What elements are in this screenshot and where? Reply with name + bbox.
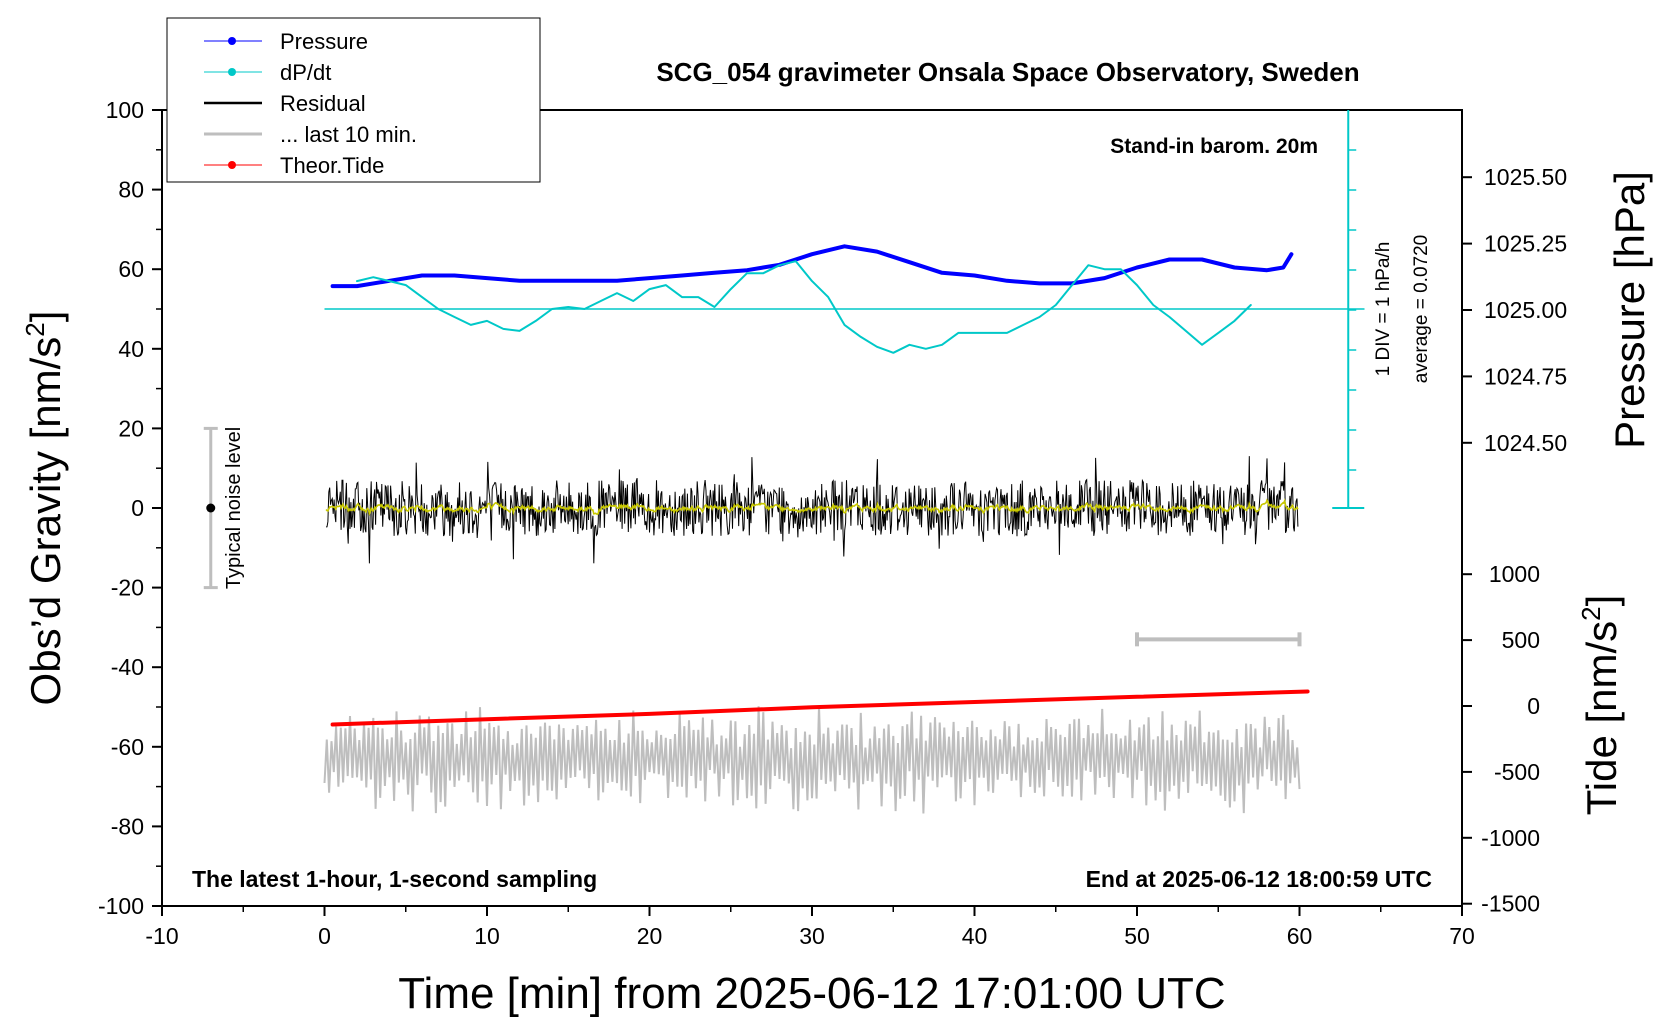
y-axis-label-tide: Tide [nm/s2] — [1576, 595, 1625, 816]
tide-tick-label: -1500 — [1481, 891, 1540, 917]
dpdt-scale-axis — [324, 110, 1365, 509]
x-tick-label: 40 — [962, 923, 988, 949]
pressure-tick-label: 1025.25 — [1484, 231, 1567, 257]
tide-tick-label: -1000 — [1481, 825, 1540, 851]
legend-box — [166, 17, 541, 183]
y-axis-label-pressure: Pressure [hPa] — [1606, 171, 1653, 449]
legend-label: Theor.Tide — [280, 153, 384, 178]
dpdt-average-note: average = 0.0720 — [1411, 235, 1432, 383]
y-tick-label: -40 — [111, 654, 144, 680]
residual-series — [325, 456, 1299, 564]
x-tick-label: 30 — [799, 923, 825, 949]
x-axis-label: Time [min] from 2025-06-12 17:01:00 UTC — [398, 969, 1225, 1018]
y-tick-label: 60 — [118, 256, 144, 282]
y-tick-label: 80 — [118, 177, 144, 203]
y-axis-label-tide-main: Tide [nm/s — [1578, 621, 1625, 816]
legend-label: ... last 10 min. — [280, 122, 417, 147]
residual-smoothed-line — [325, 498, 1299, 517]
y-axis-label-left-end: ] — [22, 311, 69, 323]
y-axis-label-tide-sup: 2 — [1576, 606, 1606, 620]
x-tick-label: 70 — [1449, 923, 1475, 949]
y-axis-label-left: Obs’d Gravity [nm/s2] — [20, 311, 69, 706]
tide-tick-label: 0 — [1527, 693, 1540, 719]
last-10-min-line — [323, 706, 1301, 814]
legend-marker — [228, 68, 236, 76]
x-tick-label: 10 — [474, 923, 500, 949]
last-10-min-series — [323, 706, 1301, 814]
x-tick-labels: -10 0 10 20 30 40 50 60 70 — [145, 923, 1474, 949]
chart-title: SCG_054 gravimeter Onsala Space Observat… — [656, 57, 1359, 87]
legend-marker — [228, 37, 236, 45]
noise-level-bar — [203, 426, 218, 590]
y-tick-label: -60 — [111, 734, 144, 760]
axis-ticks — [152, 109, 1472, 916]
pressure-tick-label: 1025.50 — [1484, 164, 1567, 190]
pressure-tick-label: 1024.50 — [1484, 430, 1567, 456]
pressure-tick-labels: 1024.50 1024.75 1025.00 1025.25 1025.50 — [1484, 164, 1567, 456]
series-theor-tide — [330, 689, 1310, 727]
pressure-tick-label: 1024.75 — [1484, 363, 1567, 389]
tide-tick-label: -500 — [1494, 759, 1540, 785]
legend-label: Pressure — [280, 29, 368, 54]
y-tick-label: 0 — [131, 495, 144, 521]
legend-entries: Pressure dP/dt Residual ... last 10 min. The… — [204, 29, 417, 178]
last-10-min-bar — [1135, 632, 1302, 647]
y-axis-label-left-sup: 2 — [20, 322, 50, 336]
y-tick-label: 20 — [118, 415, 144, 441]
y-tick-label: -80 — [111, 813, 144, 839]
x-tick-label: 60 — [1287, 923, 1313, 949]
legend-label: Residual — [280, 91, 366, 116]
residual-line — [325, 456, 1299, 564]
y-axis-label-left-main: Obs’d Gravity [nm/s — [22, 337, 69, 706]
noise-bar-dot — [206, 503, 216, 513]
series-dp-dt — [356, 260, 1252, 354]
x-tick-label: 50 — [1124, 923, 1150, 949]
tide-tick-labels: -1500 -1000 -500 0 500 1000 — [1481, 561, 1540, 917]
legend: Pressure dP/dt Residual ... last 10 min. The… — [166, 17, 541, 183]
end-time-note: End at 2025-06-12 18:00:59 UTC — [1086, 866, 1432, 892]
dpdt-scale-note: 1 DIV = 1 hPa/h — [1373, 242, 1394, 377]
y-tick-label: 40 — [118, 336, 144, 362]
y-tick-label: 100 — [106, 97, 144, 123]
series-pressure — [330, 244, 1294, 289]
y-tick-label: -20 — [111, 575, 144, 601]
x-tick-label: 20 — [637, 923, 663, 949]
y-axis-label-tide-end: ] — [1578, 595, 1625, 607]
x-tick-label: 0 — [318, 923, 331, 949]
legend-label: dP/dt — [280, 60, 331, 85]
noise-level-label: Typical noise level — [223, 427, 245, 589]
y-tick-label: -100 — [98, 893, 144, 919]
pressure-tick-label: 1025.00 — [1484, 297, 1567, 323]
legend-marker — [228, 161, 236, 169]
y-tick-labels: -100 -80 -60 -40 -20 0 20 40 60 80 100 — [98, 97, 144, 919]
tide-tick-label: 1000 — [1489, 561, 1540, 587]
sampling-note: The latest 1-hour, 1-second sampling — [192, 866, 597, 892]
tide-tick-label: 500 — [1502, 627, 1540, 653]
x-tick-label: -10 — [145, 923, 178, 949]
barometer-note: Stand-in barom. 20m — [1110, 135, 1318, 158]
data-series — [330, 244, 1310, 727]
